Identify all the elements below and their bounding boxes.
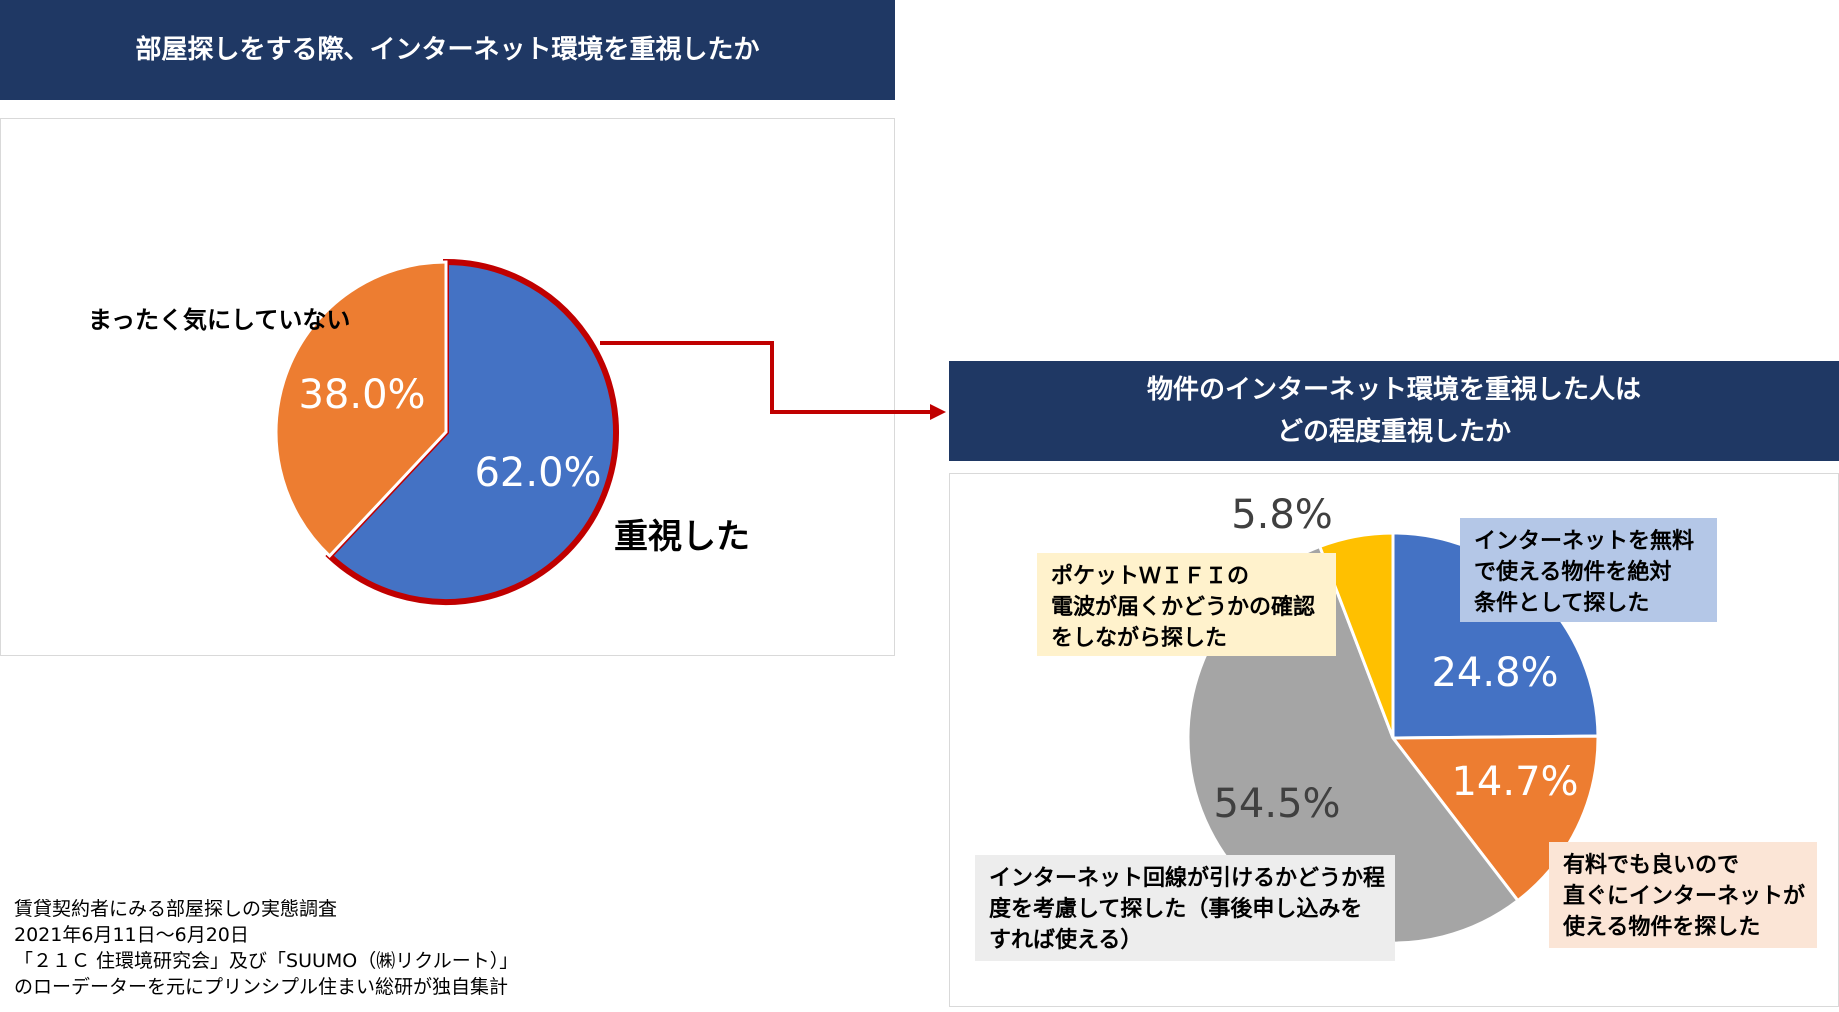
source-line-3: 「２１Ｃ 住環境研究会」及び「SUUMO（㈱リクルート）」 [14, 950, 519, 972]
right-pie-value-label-1: 24.8% [1431, 650, 1558, 696]
callout-paid-line3: 使える物件を探した [1563, 915, 1761, 940]
right-chart-title-banner: 物件のインターネット環境を重視した人は どの程度重視したか [949, 361, 1839, 461]
right-pie-value-label-4: 5.8% [1231, 492, 1333, 538]
callout-free-line1: インターネットを無料 [1474, 529, 1695, 554]
left-pie-highlight-outline [325, 258, 619, 605]
connector-arrow-head [930, 404, 946, 420]
callout-free-line3: 条件として探した [1474, 591, 1650, 616]
connector-arrow-line [600, 341, 930, 414]
left-pie-slice-2 [274, 260, 448, 559]
callout-pocket-wifi: ポケットＷＩＦＩの 電波が届くかどうかの確認 をしながら探した [1037, 553, 1336, 656]
callout-line-availability: インターネット回線が引けるかどうか程 度を考慮して探した（事後申し込みを すれば… [975, 855, 1395, 961]
left-pie-value-label-2: 38.0% [298, 372, 425, 418]
source-line-2: 2021年6月11日～6月20日 [14, 924, 249, 946]
callout-line-line3: すれば使える） [989, 928, 1143, 953]
right-chart-title-line1: 物件のインターネット環境を重視した人は [1146, 375, 1641, 405]
left-pie-value-label-1: 62.0% [474, 450, 601, 496]
callout-free-internet: インターネットを無料 で使える物件を絶対 条件として探した [1460, 518, 1717, 622]
left-label-important: 重視した [614, 517, 750, 557]
right-chart-title-line2: どの程度重視したか [1276, 417, 1511, 447]
right-pie-slice-2 [1389, 734, 1600, 903]
source-line-1: 賃貸契約者にみる部屋探しの実態調査 [14, 898, 338, 920]
source-line-4: のローデーターを元にプリンシプル住まい総研が独自集計 [14, 976, 509, 998]
right-pie-slice-4 [1317, 531, 1395, 739]
callout-wifi-line3: をしながら探した [1051, 626, 1228, 651]
callout-free-line2: で使える物件を絶対 [1474, 560, 1672, 585]
callout-wifi-line2: 電波が届くかどうかの確認 [1051, 595, 1316, 620]
right-pie-value-label-3: 54.5% [1213, 781, 1340, 827]
left-label-not-care: まったく気にしていない [88, 306, 350, 334]
left-chart-title-banner: 部屋探しをする際、インターネット環境を重視したか [0, 0, 895, 100]
left-pie-chart: 62.0% 38.0% [274, 258, 619, 605]
callout-wifi-line1: ポケットＷＩＦＩの [1051, 564, 1250, 589]
right-pie-value-label-2: 14.7% [1451, 759, 1578, 805]
callout-line-line1: インターネット回線が引けるかどうか程 [989, 866, 1386, 891]
callout-line-line2: 度を考慮して探した（事後申し込みを [989, 897, 1363, 922]
callout-paid-line1: 有料でも良いので [1563, 853, 1740, 878]
callout-paid-internet: 有料でも良いので 直ぐにインターネットが 使える物件を探した [1549, 842, 1817, 948]
source-note: 賃貸契約者にみる部屋探しの実態調査 2021年6月11日～6月20日 「２１Ｃ … [14, 896, 518, 1000]
left-chart-title: 部屋探しをする際、インターネット環境を重視したか [135, 35, 760, 65]
callout-paid-line2: 直ぐにインターネットが [1563, 884, 1806, 909]
